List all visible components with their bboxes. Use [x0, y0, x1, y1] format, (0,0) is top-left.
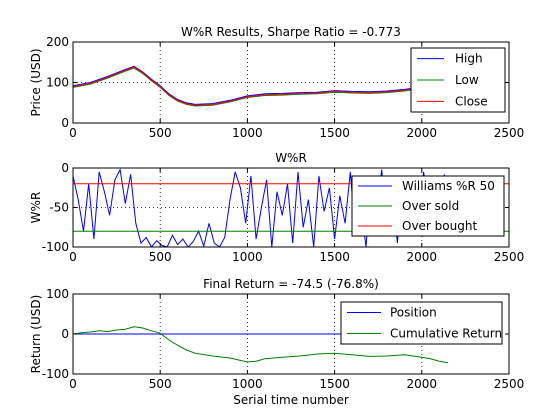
legend-label: Close	[455, 94, 488, 108]
x-axis-label: Serial time number	[233, 393, 349, 407]
x-tick-label: 500	[149, 126, 172, 140]
legend-label: High	[455, 52, 483, 66]
series-line-cumulative-return	[73, 326, 449, 364]
chart-panel-2: 0 500 1000 1500 2000 2500 -100 -50 0 W%R W%R Willia…	[29, 151, 524, 264]
x-tick-label: 0	[69, 250, 77, 264]
y-tick-label: -50	[49, 201, 69, 215]
y-axis-label: Return (USD)	[29, 295, 43, 374]
series-line-close	[73, 66, 449, 106]
x-tick-label: 1000	[232, 126, 263, 140]
y-tick-label: 0	[61, 327, 69, 341]
x-tick-label: 0	[69, 377, 77, 391]
y-tick-label: -100	[42, 367, 69, 381]
y-tick-label: 0	[61, 161, 69, 175]
x-tick-label: 1000	[232, 377, 263, 391]
chart-title: W%R Results, Sharpe Ratio = -0.773	[181, 25, 401, 39]
legend-label: Williams %R 50	[402, 179, 495, 193]
x-tick-label: 500	[149, 250, 172, 264]
legend-box	[340, 301, 503, 345]
x-tick-label: 1500	[319, 126, 350, 140]
x-tick-label: 2000	[407, 126, 438, 140]
legend: High Low Close	[410, 47, 506, 113]
legend: Position Cumulative Return	[340, 301, 503, 345]
legend: Williams %R 50 Over sold Over bought	[351, 175, 505, 237]
y-axis-label: W%R	[29, 192, 43, 224]
y-tick-label: -100	[42, 240, 69, 254]
legend-label: Position	[390, 306, 437, 320]
y-tick-label: 100	[46, 76, 69, 90]
x-tick-label: 1500	[319, 250, 350, 264]
legend-label: Cumulative Return	[390, 327, 502, 341]
x-tick-label: 2500	[494, 377, 525, 391]
legend-label: Low	[455, 73, 479, 87]
x-tick-label: 0	[69, 126, 77, 140]
series-group	[73, 65, 449, 107]
legend-label: Over bought	[402, 219, 477, 233]
y-tick-label: 0	[61, 116, 69, 130]
chart-title: W%R	[275, 151, 307, 165]
x-tick-label: 2000	[407, 377, 438, 391]
x-tick-label: 1000	[232, 250, 263, 264]
x-tick-label: 2500	[494, 126, 525, 140]
y-tick-label: 100	[46, 287, 69, 301]
legend-label: Over sold	[402, 199, 459, 213]
series-line-high	[73, 65, 449, 105]
x-tick-label: 2500	[494, 250, 525, 264]
chart-title: Final Return = -74.5 (-76.8%)	[203, 277, 379, 291]
y-axis-label: Price (USD)	[29, 48, 43, 116]
x-tick-label: 1500	[319, 377, 350, 391]
y-tick-label: 200	[46, 35, 69, 49]
chart-panel-1: 0 500 1000 1500 2000 2500 0 100 200 W%R Results, …	[29, 25, 524, 140]
x-tick-label: 2000	[407, 250, 438, 264]
series-line-low	[73, 67, 449, 107]
x-tick-label: 500	[149, 377, 172, 391]
